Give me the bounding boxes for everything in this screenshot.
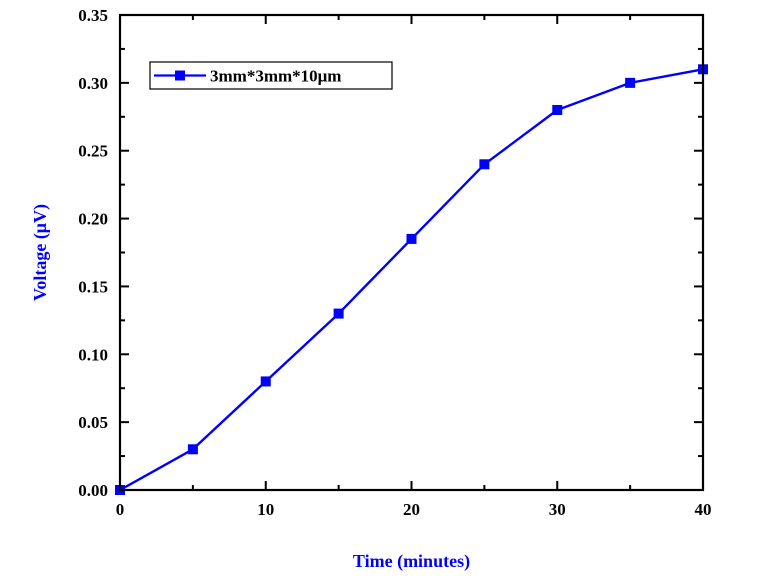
legend-label: 3mm*3mm*10μm <box>210 67 341 86</box>
x-tick-labels: 0 10 20 30 40 <box>116 500 712 519</box>
data-series <box>115 64 708 495</box>
y-tick-label: 0.30 <box>78 74 108 93</box>
data-point-marker <box>479 159 490 170</box>
y-tick-label: 0.00 <box>78 481 108 500</box>
legend: 3mm*3mm*10μm <box>149 61 393 90</box>
x-tick-label: 10 <box>257 500 274 519</box>
data-point-marker <box>260 376 271 387</box>
y-tick-label: 0.25 <box>78 142 108 161</box>
legend-marker-square <box>175 70 185 81</box>
y-axis-title: Voltage (μV) <box>30 204 51 301</box>
data-point-marker <box>406 233 417 244</box>
y-tick-label: 0.15 <box>78 277 108 296</box>
data-point-marker <box>187 444 198 455</box>
data-point-marker <box>552 105 563 115</box>
x-tick-label: 20 <box>403 500 420 519</box>
data-point-marker <box>333 308 344 319</box>
data-point-marker <box>625 77 636 88</box>
x-axis-title: Time (minutes) <box>353 551 470 572</box>
x-tick-label: 30 <box>549 500 566 519</box>
y-tick-label: 0.20 <box>78 210 108 229</box>
x-tick-label: 0 <box>116 500 125 519</box>
y-tick-label: 0.35 <box>78 6 108 25</box>
series-line <box>119 68 704 492</box>
y-tick-labels: 0.00 0.05 0.10 0.15 0.20 0.25 0.30 0.35 <box>78 6 108 500</box>
y-tick-label: 0.05 <box>78 413 108 432</box>
y-tick-label: 0.10 <box>78 345 108 364</box>
plot-frame <box>118 13 705 492</box>
x-tick-label: 40 <box>695 500 712 519</box>
